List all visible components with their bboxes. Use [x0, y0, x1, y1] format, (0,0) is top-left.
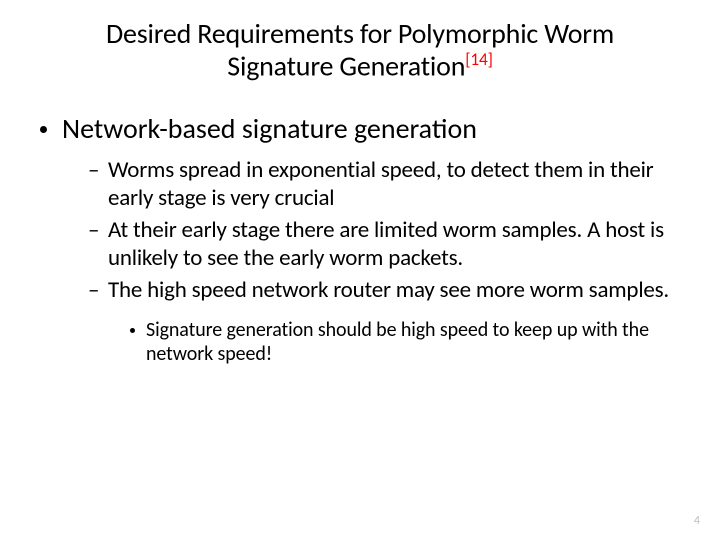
bullet-level-2: – The high speed network router may see … — [88, 276, 680, 304]
bullet-l2-text: At their early stage there are limited w… — [108, 216, 680, 272]
bullet-dash-icon: – — [88, 276, 104, 304]
bullet-l2-text: The high speed network router may see mo… — [108, 276, 669, 304]
bullet-level-1: Network-based signature generation — [40, 111, 680, 146]
page-number: 4 — [694, 514, 700, 528]
bullet-dot-icon — [130, 328, 136, 333]
title-line-2: Signature Generation — [227, 49, 465, 84]
title-ref: [14] — [465, 48, 492, 70]
bullet-dash-icon: – — [88, 216, 104, 244]
bullet-l1-text: Network-based signature generation — [62, 111, 477, 146]
bullet-dot-icon — [40, 126, 48, 133]
bullet-level-3: Signature generation should be high spee… — [130, 318, 680, 367]
bullet-dash-icon: – — [88, 156, 104, 184]
title-line-1: Desired Requirements for Polymorphic Wor… — [106, 16, 614, 51]
slide: Desired Requirements for Polymorphic Wor… — [0, 0, 720, 540]
bullet-level-2: – At their early stage there are limited… — [88, 216, 680, 272]
slide-title: Desired Requirements for Polymorphic Wor… — [40, 18, 680, 83]
bullet-l3-text: Signature generation should be high spee… — [146, 318, 680, 367]
bullet-l2-text: Worms spread in exponential speed, to de… — [108, 156, 680, 212]
bullet-level-2: – Worms spread in exponential speed, to … — [88, 156, 680, 212]
